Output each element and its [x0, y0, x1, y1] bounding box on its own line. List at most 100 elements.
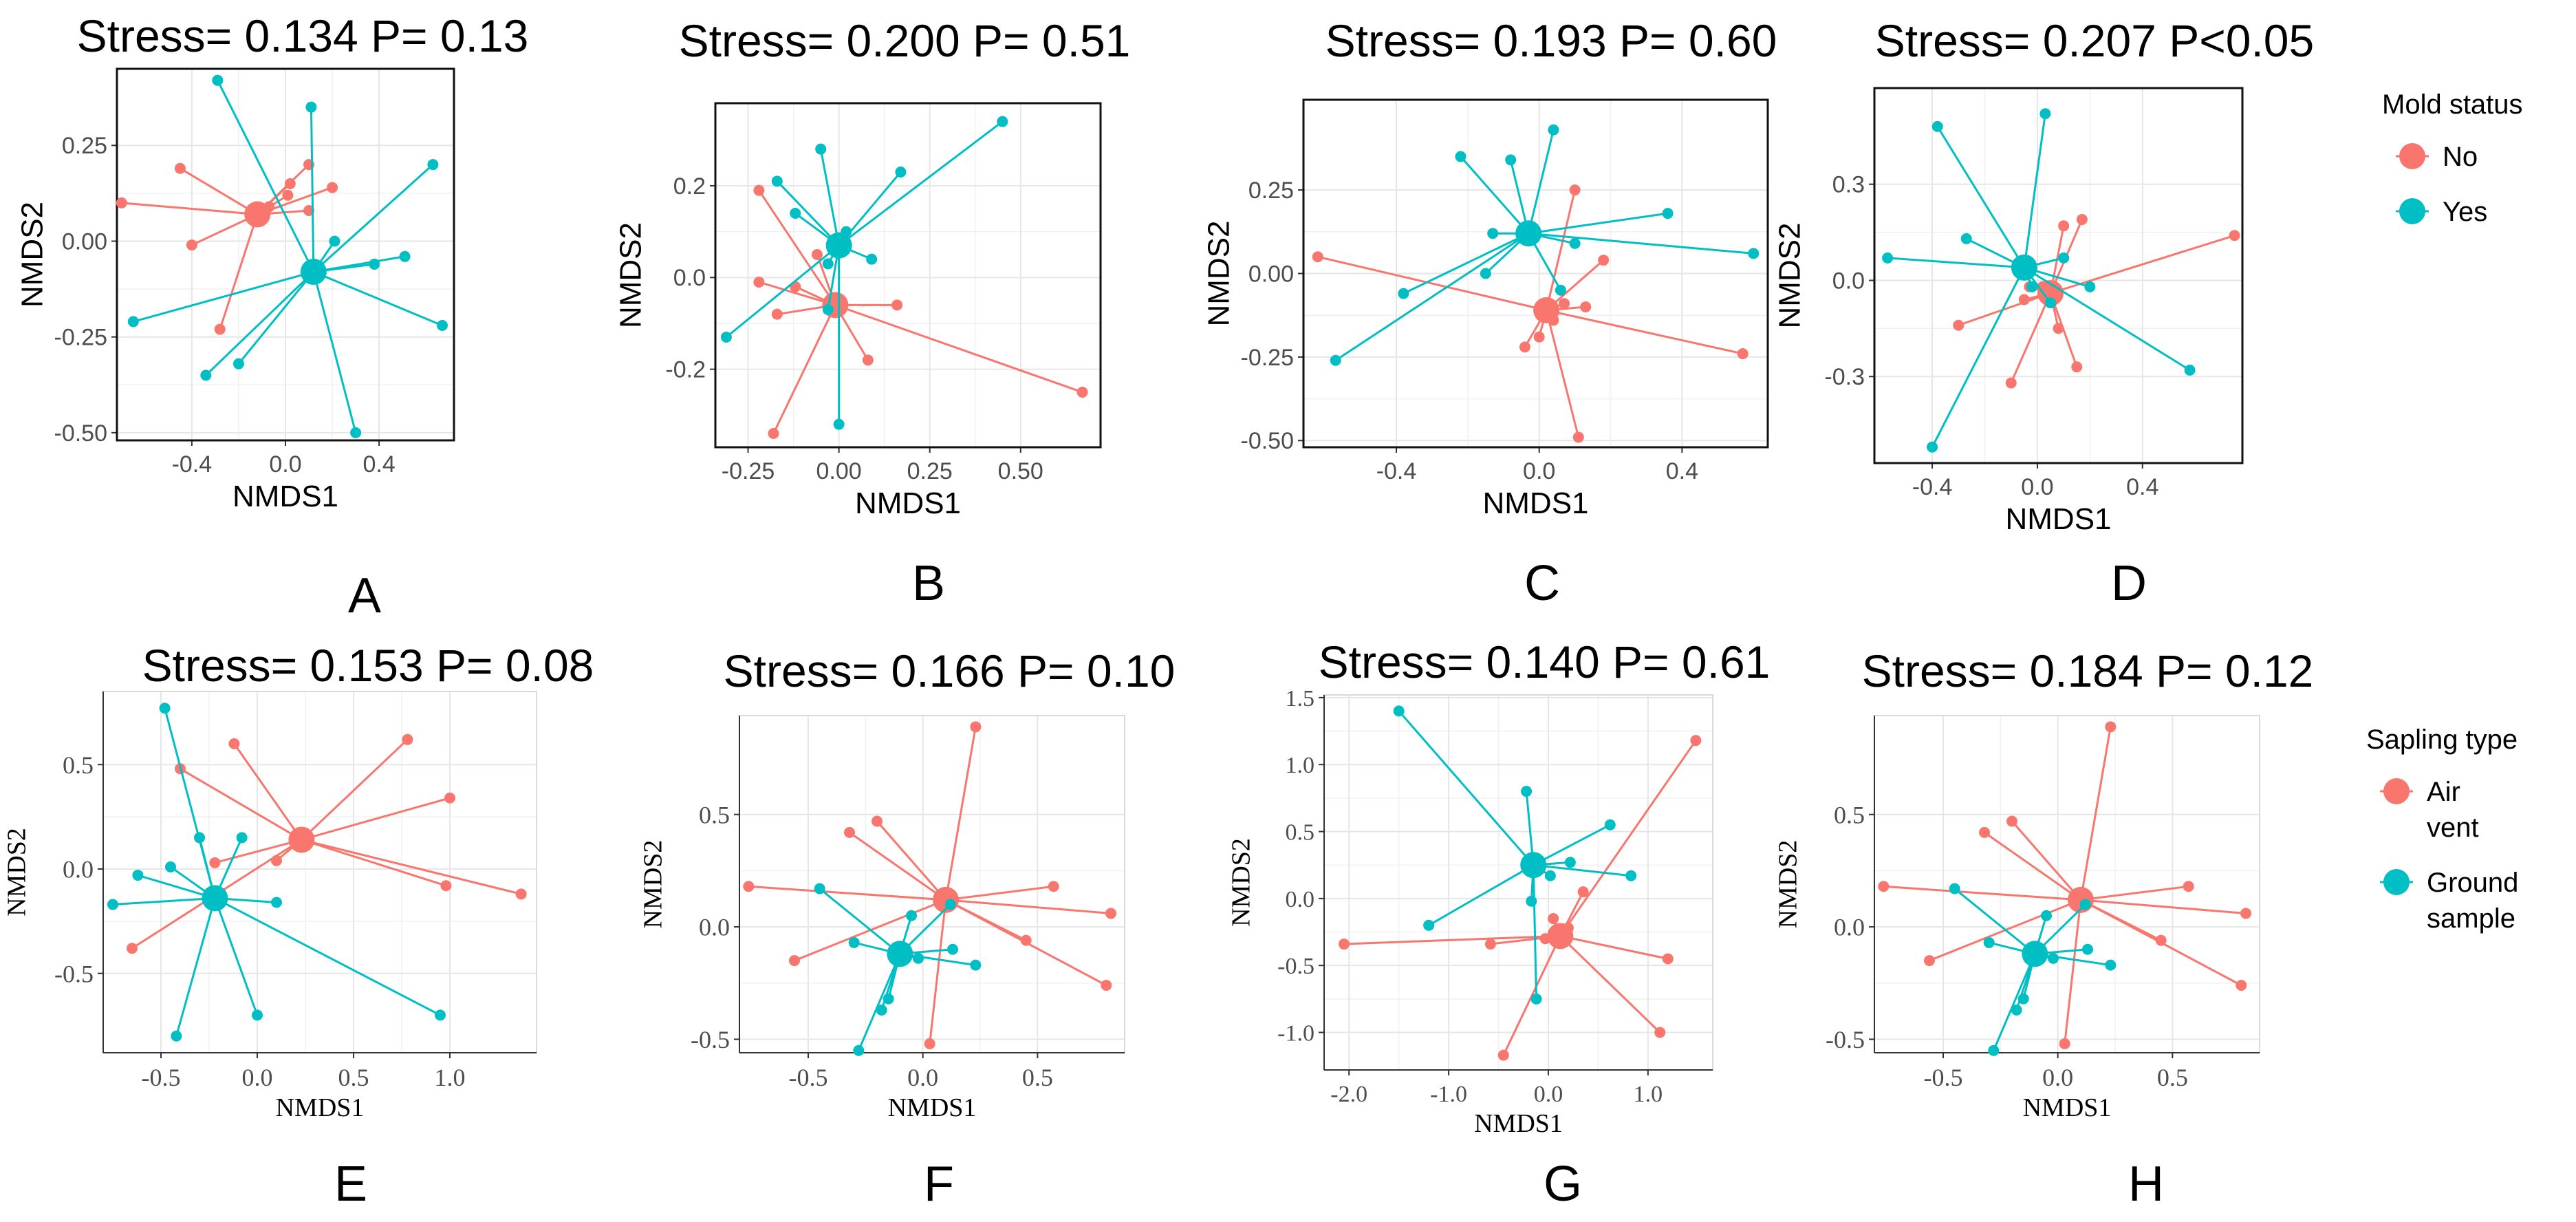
spoke-line: [301, 738, 409, 841]
data-point: [1960, 233, 1972, 244]
data-point: [1455, 151, 1466, 162]
legend-title: Mold status: [2382, 89, 2523, 120]
spoke-line: [1958, 292, 2051, 327]
y-axis-title-h: NMDS2: [1773, 840, 1802, 929]
series-f-ground-sample: [814, 883, 982, 1056]
y-tick-label-g: 0.0: [1286, 887, 1315, 912]
spoke-line: [1533, 824, 1611, 866]
x-axis-title-a: NMDS1: [232, 480, 338, 513]
panel-e: -0.5 0.0 0.5 1.0 0.5 0.0 -0.5 NMDS1 NMDS2 Stress=…: [2, 640, 594, 1212]
spoke-line: [1527, 129, 1555, 234]
y-tick-label-a: 0.00: [62, 228, 107, 255]
title-p-value: P= 0.51: [973, 15, 1130, 66]
spoke-line: [849, 831, 946, 901]
data-point: [753, 277, 765, 288]
spoke-line: [776, 180, 840, 246]
title-p-value: P= 0.10: [1017, 645, 1175, 696]
data-point: [815, 143, 827, 155]
data-point: [1572, 431, 1584, 443]
centroid-point: [1547, 923, 1574, 950]
y-tick-label-h: 0.0: [1834, 914, 1865, 941]
y-tick-label-e: 0.0: [63, 856, 94, 883]
data-point: [1979, 826, 1990, 838]
data-point: [1487, 228, 1499, 239]
data-point: [1398, 288, 1409, 299]
spoke-line: [112, 897, 215, 906]
data-point: [2045, 297, 2057, 309]
y-axis-title-g: NMDS2: [1227, 838, 1256, 927]
data-point: [822, 258, 834, 270]
title-stress: Stress= 0.153: [142, 640, 436, 691]
data-point: [2059, 1038, 2070, 1049]
spoke-line: [772, 304, 836, 434]
title-stress: Stress= 0.140: [1319, 636, 1612, 687]
y-tick-label-d: 0.0: [1832, 268, 1865, 294]
y-tick-label-c: -0.25: [1241, 345, 1295, 371]
data-point: [305, 101, 317, 113]
data-point: [2058, 252, 2070, 264]
data-point: [1497, 1049, 1509, 1061]
spoke-line: [137, 874, 215, 899]
title-p-value: P= 0.08: [436, 640, 594, 691]
spoke-line: [1931, 267, 2026, 448]
x-tick-label-h: 0.5: [2157, 1064, 2188, 1091]
legend-key-dot: [2383, 778, 2410, 804]
panel-letter-g: G: [1544, 1157, 1582, 1212]
x-tick-label-g: 0.0: [1534, 1082, 1563, 1107]
data-point: [1533, 331, 1545, 343]
data-point: [444, 792, 455, 804]
spoke-line: [180, 767, 303, 841]
data-point: [327, 182, 338, 193]
spoke-line: [748, 885, 946, 901]
series-d-yes: [1882, 108, 2196, 453]
data-point: [2048, 952, 2059, 964]
y-tick-label-b: 0.0: [673, 265, 706, 291]
x-tick-label-c: 0.4: [1666, 458, 1698, 484]
series-a-no: [116, 159, 338, 335]
data-point: [1878, 881, 1890, 892]
spoke-line: [2010, 292, 2052, 384]
data-point: [436, 319, 448, 331]
spoke-line: [301, 797, 451, 841]
x-tick-label-c: 0.0: [1523, 458, 1555, 484]
data-point: [200, 369, 212, 381]
data-point: [2079, 899, 2091, 910]
data-point: [2105, 721, 2117, 733]
data-point: [1580, 301, 1592, 313]
data-point: [132, 870, 144, 881]
spoke-line: [175, 898, 216, 1037]
legend-label: Air: [2427, 777, 2460, 807]
x-tick-label-a: 0.4: [362, 451, 395, 478]
centroid-point: [288, 826, 315, 853]
x-tick-label-d: 0.0: [2021, 474, 2053, 500]
spoke-line: [1398, 710, 1535, 866]
spoke-line: [1559, 740, 1697, 937]
title-stress: Stress= 0.200: [679, 15, 973, 66]
spoke-line: [216, 80, 315, 272]
spoke-line: [180, 167, 258, 215]
x-tick-label-d: 0.4: [2126, 474, 2158, 500]
data-point: [1748, 248, 1760, 259]
spoke-line: [1533, 864, 1632, 877]
spoke-line: [1528, 212, 1668, 235]
centroid-point: [2022, 941, 2048, 967]
spoke-line: [929, 899, 947, 1044]
data-point: [214, 323, 226, 335]
x-axis-title-e: NMDS1: [276, 1093, 365, 1122]
data-point: [1105, 908, 1116, 919]
data-point: [116, 197, 127, 208]
spoke-line: [944, 727, 977, 901]
legend-key-dot: [2399, 143, 2425, 169]
spoke-line: [819, 149, 841, 246]
panel-letter-h: H: [2128, 1157, 2164, 1212]
x-tick-label-c: -0.4: [1376, 458, 1417, 484]
x-axis-title-c: NMDS1: [1482, 486, 1588, 520]
spoke-line: [758, 281, 836, 306]
data-point: [1076, 387, 1088, 398]
panel-c: -0.4 0.0 0.4 0.25 0.00 -0.25 -0.50 NMDS1 NMDS2 St…: [1202, 15, 1777, 611]
title-p-value: P= 0.61: [1612, 636, 1770, 687]
data-point: [1988, 1044, 2000, 1056]
data-point: [284, 178, 296, 190]
data-point: [2236, 980, 2247, 991]
